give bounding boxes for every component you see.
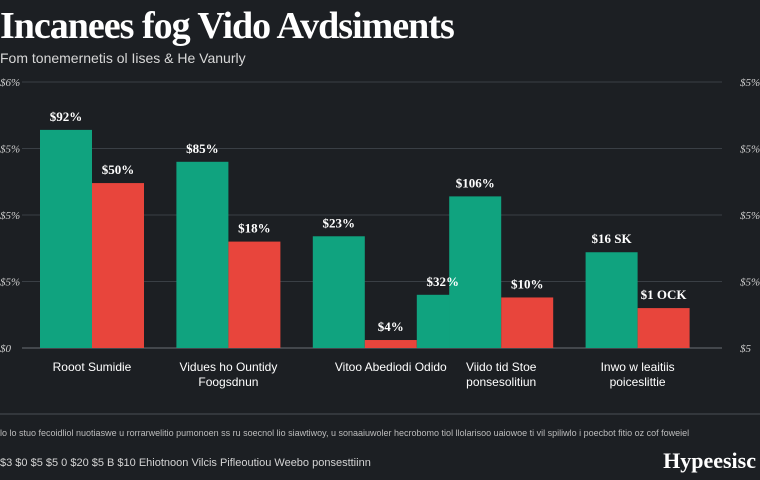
category-label: Vidues ho Ountidy <box>179 360 277 374</box>
category-label: Inwo w leaitiis <box>601 360 675 374</box>
bar <box>92 183 144 348</box>
data-label: $16 SK <box>592 231 633 246</box>
y-tick-label-right: $5% <box>740 277 760 289</box>
y-tick-label-right: $5% <box>740 77 760 89</box>
category-label: ponsesolitiun <box>466 375 536 389</box>
y-tick-label-left: $5% <box>0 210 20 222</box>
bar <box>501 297 554 348</box>
category-label: poiceslittie <box>610 375 666 389</box>
brand-logo: Hypeesisc <box>663 448 756 473</box>
data-label: $1 OCK <box>641 287 688 302</box>
data-label: $106% <box>456 175 495 190</box>
bar <box>312 236 365 348</box>
category-label: Foogsdnun <box>198 375 258 389</box>
bar <box>40 129 92 348</box>
data-label: $10% <box>511 276 544 291</box>
category-label: Vitoo Abediodi Odido <box>335 360 447 374</box>
y-tick-label-right: $5 <box>740 343 752 355</box>
y-tick-label-left: $6% <box>0 77 20 89</box>
y-tick-label-left: $0 <box>0 343 12 355</box>
chart-title: Incanees fog Vido Avdsiments <box>0 5 455 47</box>
y-tick-label-right: $5% <box>740 144 760 156</box>
data-label: $85% <box>186 141 219 156</box>
data-label: $23% <box>323 215 356 230</box>
bar <box>228 241 281 348</box>
category-label: Viido tid Stoe <box>466 360 537 374</box>
chart-subtitle: Fom tonemernetis ol Iises & He Vanurly <box>0 50 246 66</box>
y-tick-label-left: $5% <box>0 277 20 289</box>
bar <box>585 252 638 348</box>
data-label: $18% <box>238 221 271 236</box>
bar <box>364 340 417 348</box>
category-label: Rooot Sumidie <box>53 360 132 374</box>
data-label: $4% <box>378 319 404 334</box>
y-tick-label-right: $5% <box>740 210 760 222</box>
bar <box>637 308 690 348</box>
bar <box>176 161 229 348</box>
footnote: lo lo stuo fecoidliol nuotiaswe u rorrar… <box>0 428 690 438</box>
y-tick-label-left: $5% <box>0 144 20 156</box>
bar <box>449 196 502 348</box>
data-label: $32% <box>427 274 460 289</box>
data-label: $92% <box>50 109 83 124</box>
source-line: $3 $0 $5 $5 0 $20 $5 B $10 Ehiotnoon Vil… <box>0 457 371 469</box>
data-label: $50% <box>102 162 135 177</box>
